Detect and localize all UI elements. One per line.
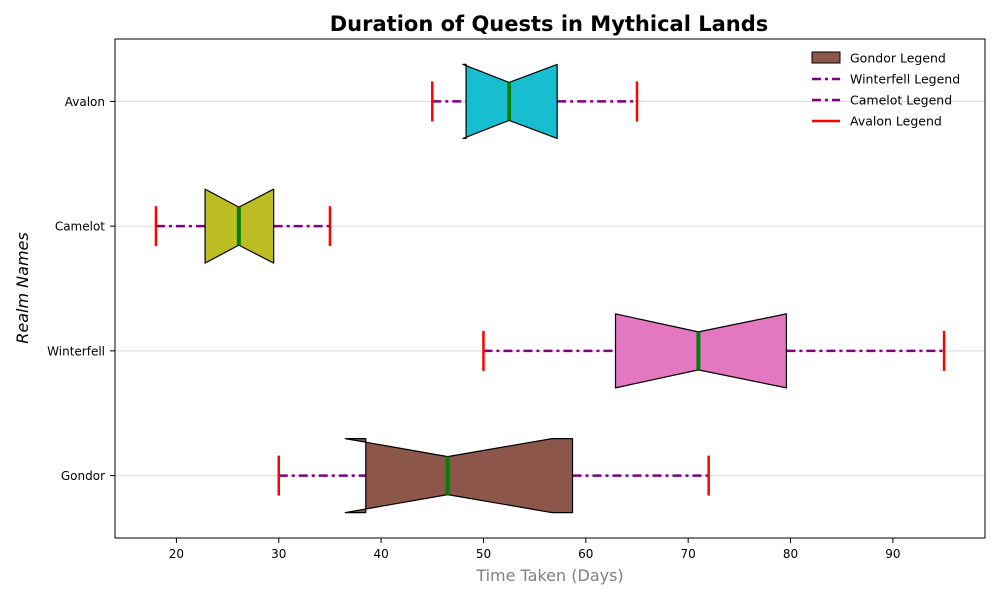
legend-label: Gondor Legend (850, 51, 946, 66)
x-tick-label: 30 (271, 547, 286, 561)
legend-item: Gondor Legend (811, 51, 946, 66)
legend-item: Avalon Legend (812, 114, 942, 129)
chart-title: Duration of Quests in Mythical Lands (330, 12, 769, 36)
legend-item: Winterfell Legend (812, 72, 960, 87)
y-axis-label: Realm Names (13, 232, 32, 343)
y-tick-label: Avalon (65, 95, 105, 109)
legend-label: Camelot Legend (850, 93, 952, 108)
box-plots (154, 63, 946, 514)
x-tick-label: 80 (783, 547, 798, 561)
legend-label: Winterfell Legend (850, 72, 960, 87)
x-tick-label: 50 (476, 547, 491, 561)
y-axis-ticks: Gondor Winterfell Camelot Avalon (47, 95, 115, 483)
box-avalon (431, 63, 639, 139)
y-tick-label: Gondor (61, 469, 105, 483)
box-winterfell (482, 313, 946, 389)
box-body (344, 438, 574, 514)
x-axis-ticks: 20 30 40 50 60 70 80 90 (169, 538, 901, 561)
legend-label: Avalon Legend (850, 114, 942, 129)
x-tick-label: 40 (373, 547, 388, 561)
x-tick-label: 20 (169, 547, 184, 561)
box-camelot (154, 188, 332, 264)
plot-frame (114, 38, 986, 539)
x-tick-label: 90 (885, 547, 900, 561)
legend: Gondor Legend Winterfell Legend Camelot Le… (811, 51, 960, 129)
legend-item: Camelot Legend (812, 93, 952, 108)
y-tick-label: Camelot (55, 220, 105, 234)
x-tick-label: 70 (681, 547, 696, 561)
x-tick-label: 60 (578, 547, 593, 561)
box-gondor (277, 438, 710, 514)
legend-swatch (811, 51, 841, 64)
y-tick-label: Winterfell (47, 344, 105, 358)
x-axis-label: Time Taken (Days) (475, 566, 623, 585)
